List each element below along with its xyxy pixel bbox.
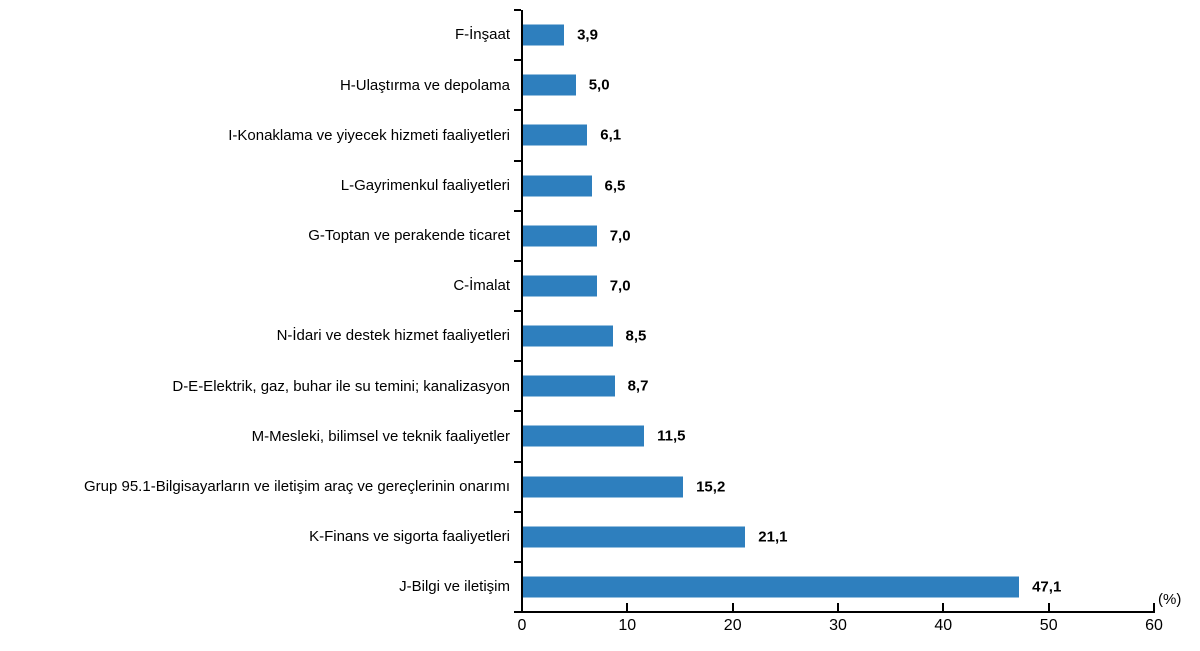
x-tick-label: 0: [517, 617, 527, 634]
x-tick-label: 60: [1145, 617, 1163, 634]
bar: [523, 476, 684, 498]
bar-row: K-Finans ve sigorta faaliyetleri 21,1: [0, 512, 1200, 562]
bar-row: I-Konaklama ve yiyecek hizmeti faaliyetl…: [0, 110, 1200, 160]
bar-plot-area: 7,0: [523, 211, 1200, 261]
bar-plot-area: 7,0: [523, 261, 1200, 311]
bar: [523, 576, 1020, 598]
y-tick: [514, 109, 521, 112]
value-label: 11,5: [657, 427, 686, 445]
bar: [523, 225, 597, 247]
bar-plot-area: 11,5: [523, 411, 1200, 461]
y-tick: [514, 209, 521, 212]
bar-plot-area: 21,1: [523, 512, 1200, 562]
value-label: 3,9: [577, 26, 598, 44]
x-tick-label: 30: [829, 617, 847, 634]
value-label: 47,1: [1032, 578, 1062, 596]
y-tick: [514, 259, 521, 262]
y-tick: [514, 59, 521, 62]
value-label: 8,5: [625, 327, 647, 345]
y-tick: [514, 9, 521, 11]
category-label: L-Gayrimenkul faaliyetleri: [340, 176, 510, 194]
x-tick-label: 10: [618, 617, 637, 634]
bar-row: C-İmalat 7,0: [0, 261, 1200, 311]
value-label: 7,0: [609, 277, 631, 295]
bar-plot-area: 47,1: [523, 562, 1200, 612]
bar-plot-area: 8,5: [523, 311, 1200, 361]
value-label: 21,1: [758, 528, 788, 546]
x-axis-line: [521, 611, 1155, 613]
percent-unit-label: (%): [1158, 591, 1182, 608]
x-tick: [942, 603, 945, 611]
bar-rows: F-İnşaat 3,9 H-Ulaştırma ve depolama 5,0 I-K…: [0, 10, 1200, 612]
value-label: 7,0: [609, 227, 631, 245]
x-tick: [837, 603, 839, 611]
bar-row: J-Bilgi ve iletişim 47,1: [0, 562, 1200, 612]
bar-plot-area: 5,0: [523, 60, 1200, 110]
bar: [523, 74, 576, 96]
bar-row: M-Mesleki, bilimsel ve teknik faaliyetle…: [0, 411, 1200, 461]
bar: [523, 425, 645, 447]
bar: [523, 24, 565, 46]
bar: [523, 375, 615, 397]
y-tick: [514, 611, 521, 613]
x-tick-label: 50: [1039, 617, 1058, 634]
category-label: M-Mesleki, bilimsel ve teknik faaliyetle…: [251, 427, 510, 445]
bar-row: L-Gayrimenkul faaliyetleri 6,5: [0, 161, 1200, 211]
x-tick-label: 40: [934, 617, 953, 634]
y-tick: [514, 410, 521, 413]
bar-plot-area: 6,5: [523, 161, 1200, 211]
bar-row: F-İnşaat 3,9: [0, 10, 1200, 60]
bar: [523, 124, 588, 146]
category-label: H-Ulaştırma ve depolama: [339, 76, 510, 94]
bar-row: Grup 95.1-Bilgisayarların ve iletişim ar…: [0, 462, 1200, 512]
category-label: J-Bilgi ve iletişim: [399, 578, 510, 596]
y-axis-line: [521, 10, 523, 613]
value-label: 6,5: [604, 177, 626, 195]
x-tick: [626, 603, 629, 611]
x-tick: [731, 603, 734, 611]
category-label: D-E-Elektrik, gaz, buhar ile su temini; …: [172, 377, 510, 395]
x-tick: [521, 603, 523, 611]
category-label: Grup 95.1-Bilgisayarların ve iletişim ar…: [83, 478, 510, 495]
value-label: 6,1: [600, 126, 622, 144]
y-tick: [514, 460, 521, 463]
y-tick: [514, 510, 521, 513]
category-label: C-İmalat: [453, 277, 510, 295]
bar: [523, 526, 746, 548]
y-tick: [514, 159, 521, 162]
value-label: 15,2: [696, 478, 726, 496]
bar: [523, 325, 613, 347]
category-label: G-Toptan ve perakende ticaret: [308, 227, 510, 245]
category-label: F-İnşaat: [454, 26, 510, 44]
category-label: I-Konaklama ve yiyecek hizmeti faaliyetl…: [228, 126, 510, 144]
bar-row: N-İdari ve destek hizmet faaliyetleri 8,5: [0, 311, 1200, 361]
y-tick: [514, 360, 521, 363]
bar-plot-area: 8,7: [523, 361, 1200, 411]
x-tick: [1153, 603, 1155, 611]
bar-row: H-Ulaştırma ve depolama 5,0: [0, 60, 1200, 110]
value-label: 8,7: [627, 377, 649, 395]
x-tick: [1047, 603, 1050, 611]
value-label: 5,0: [588, 76, 610, 94]
bar-row: D-E-Elektrik, gaz, buhar ile su temini; …: [0, 361, 1200, 411]
bar-plot-area: 6,1: [523, 110, 1200, 160]
bar-row: G-Toptan ve perakende ticaret 7,0: [0, 211, 1200, 261]
category-label: K-Finans ve sigorta faaliyetleri: [309, 528, 510, 546]
y-tick: [514, 560, 521, 563]
bar-plot-area: 15,2: [523, 462, 1200, 512]
bar: [523, 175, 592, 197]
bar: [523, 275, 597, 297]
category-label: N-İdari ve destek hizmet faaliyetleri: [276, 327, 510, 345]
bar-plot-area: 3,9: [523, 10, 1200, 60]
y-tick: [514, 310, 521, 312]
x-tick-label: 20: [723, 617, 742, 634]
